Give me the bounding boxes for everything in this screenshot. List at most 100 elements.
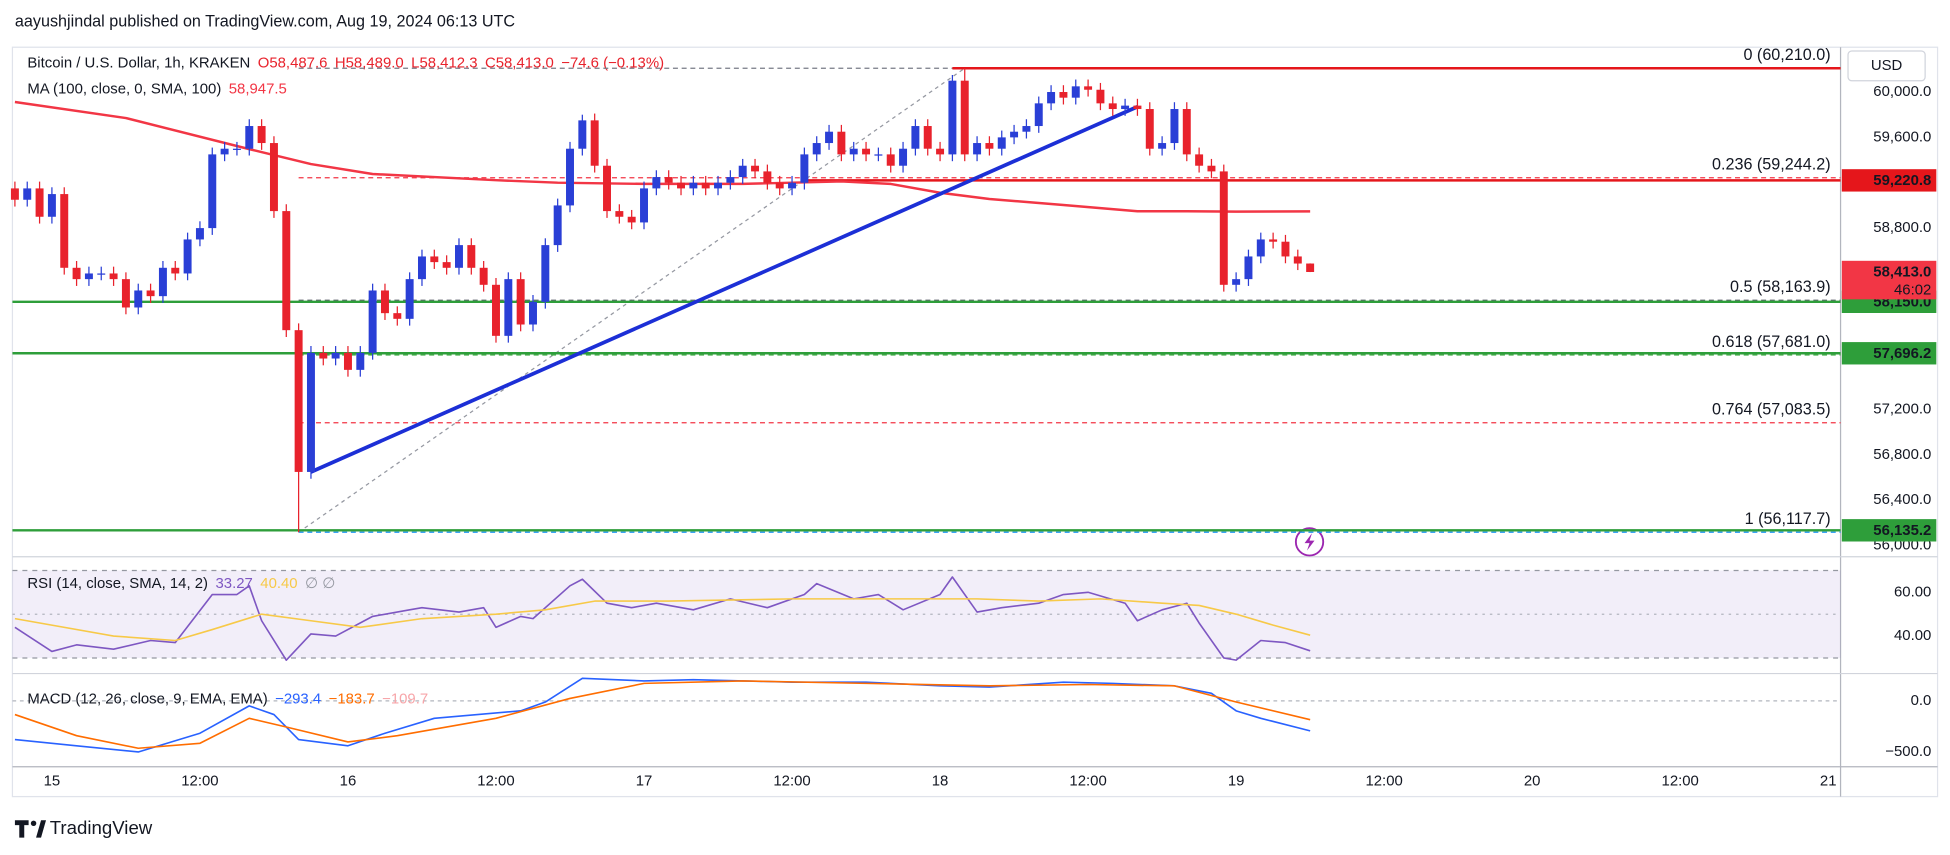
alert-icon[interactable] — [1294, 527, 1325, 557]
legend-item: L58,412.3 — [411, 55, 477, 71]
candle-body — [455, 245, 463, 268]
candle-body — [368, 290, 377, 353]
candle-body — [1071, 86, 1080, 98]
candle-body — [1232, 279, 1241, 285]
candle-body — [23, 188, 32, 200]
candle-body — [220, 148, 229, 155]
candle-body — [1121, 105, 1130, 110]
candle-body — [590, 120, 599, 166]
legend-item: 40.40 — [260, 576, 297, 592]
candle-body — [677, 182, 686, 189]
candle-body — [504, 279, 513, 336]
y-tick-label: 40.00 — [1894, 628, 1931, 644]
legend-item: MACD (12, 26, close, 9, EMA, EMA) — [27, 692, 267, 708]
candle-body — [1034, 103, 1043, 127]
logo-v — [36, 820, 47, 838]
legend-item: O58,487.6 — [258, 55, 328, 71]
legend: Bitcoin / U.S. Dollar, 1h, KRAKEN O58,487… — [27, 55, 664, 71]
candle-body — [566, 148, 574, 206]
candle-body — [837, 131, 846, 155]
candle-body — [985, 143, 994, 149]
level-price-box — [1841, 169, 1937, 192]
candle-body — [874, 154, 883, 156]
candle-body — [1281, 241, 1290, 257]
candle-body — [417, 256, 426, 280]
candle-body — [467, 245, 476, 268]
candle-body — [269, 143, 278, 212]
candle-body — [294, 330, 303, 472]
countdown: 46:02 — [1894, 283, 1931, 299]
candle-body — [714, 182, 723, 189]
x-tick-label: 12:00 — [1069, 774, 1106, 790]
candle-body — [516, 279, 525, 325]
candle-body — [442, 262, 451, 268]
candle-body — [862, 148, 871, 155]
x-tick-label: 18 — [932, 774, 949, 790]
candle-body — [195, 228, 204, 240]
legend-item: H58,489.0 — [335, 55, 404, 71]
candle-body — [1047, 92, 1056, 104]
legend-item: Bitcoin / U.S. Dollar, 1h, KRAKEN — [27, 55, 250, 71]
legend-item: ∅ ∅ — [305, 576, 335, 592]
x-tick-label: 17 — [636, 774, 653, 790]
legend: MA (100, close, 0, SMA, 100) 58,947.5 — [27, 81, 286, 97]
legend: MACD (12, 26, close, 9, EMA, EMA) −293.4 −… — [27, 692, 428, 708]
level-price-label: 57,696.2 — [1873, 346, 1931, 362]
candle-body — [393, 313, 402, 319]
candle-body — [171, 267, 180, 274]
indicator-line — [14, 598, 1311, 642]
candle-body — [973, 143, 982, 155]
candle-body — [615, 211, 624, 217]
candle-body — [960, 80, 969, 155]
candle-body — [911, 126, 920, 149]
y-tick-label: 56,400.0 — [1873, 492, 1931, 508]
fib-label: 0.618 (57,681.0) — [1712, 333, 1831, 351]
x-tick-label: 12:00 — [773, 774, 810, 790]
candle-body — [936, 148, 945, 155]
fib-label: 1 (56,117.7) — [1745, 510, 1831, 528]
fib-label: 0.764 (57,083.5) — [1712, 401, 1831, 419]
level-price-box — [1841, 342, 1937, 365]
candle-body — [664, 177, 673, 183]
x-tick-label: 19 — [1228, 774, 1245, 790]
alert-bolt — [1304, 533, 1315, 551]
candle-body — [1158, 143, 1167, 149]
fib-label: 0.5 (58,163.9) — [1730, 278, 1831, 296]
fib-label: 0 (60,210.0) — [1743, 46, 1830, 64]
candle-body — [775, 182, 784, 189]
brand-logo — [14, 820, 47, 838]
level-price-box — [1841, 519, 1937, 542]
candle-body — [282, 211, 291, 331]
current-price-label: 58,413.0 — [1873, 265, 1931, 281]
trendline — [310, 105, 1139, 474]
candle-body — [886, 154, 895, 166]
brand: TradingView — [50, 817, 153, 838]
legend: RSI (14, close, SMA, 14, 2) 33.27 40.40 ∅ ∅ — [27, 576, 335, 592]
candle-body — [1195, 154, 1204, 166]
legend-item: 58,947.5 — [229, 81, 287, 97]
candle-body — [121, 279, 130, 308]
current-price-box — [1841, 260, 1937, 300]
candle-body — [331, 352, 340, 359]
y-tick-label: 56,000.0 — [1873, 538, 1931, 554]
candle-body — [1133, 105, 1142, 110]
candle-body — [134, 290, 143, 308]
candle-body — [800, 154, 809, 183]
legend-item: −293.4 — [275, 692, 321, 708]
legend-item: −109.7 — [382, 692, 428, 708]
logo-t — [14, 820, 29, 838]
candle-body — [529, 301, 537, 325]
candle-body — [923, 126, 932, 149]
candle-body — [257, 126, 266, 144]
candle-body — [1207, 165, 1216, 172]
fib-label: 0.236 (59,244.2) — [1712, 156, 1831, 174]
candle-body — [1293, 256, 1302, 264]
y-tick-label: 56,800.0 — [1873, 447, 1931, 463]
candle-body — [763, 171, 772, 183]
x-tick-label: 15 — [44, 774, 61, 790]
candle-body — [158, 267, 167, 297]
candle-body — [84, 273, 93, 280]
candle-body — [319, 352, 328, 359]
